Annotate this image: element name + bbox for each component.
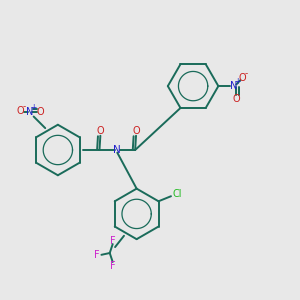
Text: O: O — [232, 94, 240, 103]
Text: O: O — [97, 126, 104, 136]
Text: O: O — [16, 106, 24, 116]
Text: F: F — [110, 236, 116, 245]
Text: O: O — [36, 107, 44, 117]
Text: Cl: Cl — [172, 189, 182, 199]
Text: N: N — [113, 145, 121, 155]
Text: +: + — [234, 77, 241, 86]
Text: +: + — [31, 103, 37, 112]
Text: N: N — [230, 81, 238, 91]
Text: N: N — [26, 107, 34, 117]
Text: F: F — [94, 250, 100, 260]
Text: F: F — [110, 260, 116, 271]
Text: -: - — [245, 69, 248, 78]
Text: O: O — [132, 126, 140, 136]
Text: O: O — [239, 73, 247, 83]
Text: -: - — [22, 102, 26, 111]
